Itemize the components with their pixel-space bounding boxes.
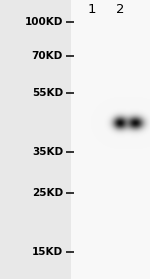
Text: 55KD: 55KD (32, 88, 63, 98)
Text: 35KD: 35KD (32, 147, 63, 157)
Text: 2: 2 (116, 3, 124, 16)
Bar (70, 0, 150, 279)
Text: 15KD: 15KD (32, 247, 63, 258)
Text: 25KD: 25KD (32, 187, 63, 198)
Text: 100KD: 100KD (25, 17, 63, 27)
Text: 70KD: 70KD (32, 51, 63, 61)
Text: 1: 1 (88, 3, 96, 16)
